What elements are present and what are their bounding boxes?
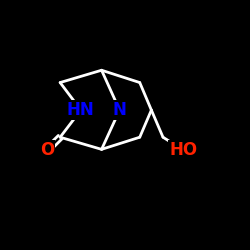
- Text: HN: HN: [67, 101, 95, 119]
- Text: N: N: [113, 101, 126, 119]
- Text: O: O: [40, 141, 54, 159]
- Text: HO: HO: [169, 141, 197, 159]
